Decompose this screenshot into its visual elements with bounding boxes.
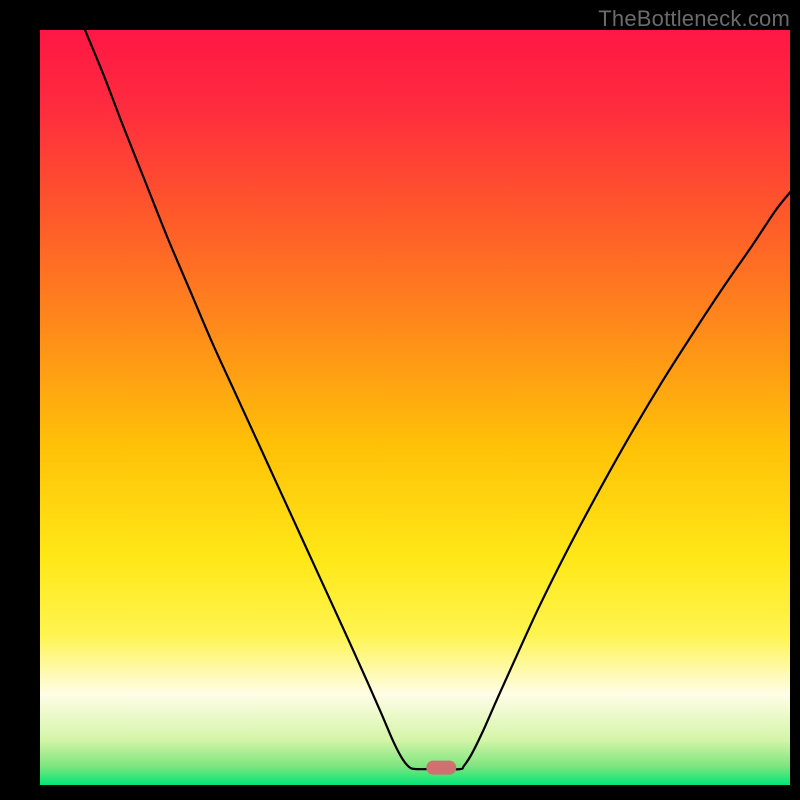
bottleneck-chart-container: TheBottleneck.com xyxy=(0,0,800,800)
chart-background-gradient xyxy=(40,30,790,785)
optimal-point-marker xyxy=(426,761,456,775)
chart-svg xyxy=(0,0,800,800)
watermark-text: TheBottleneck.com xyxy=(598,6,790,32)
